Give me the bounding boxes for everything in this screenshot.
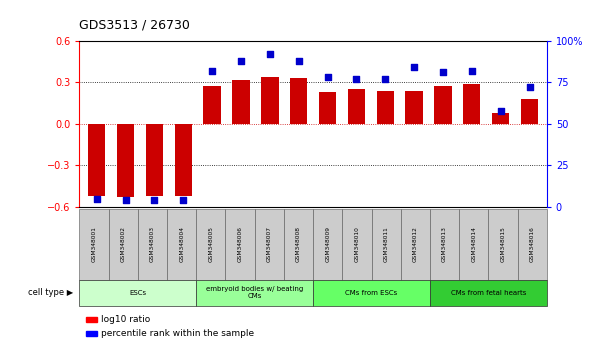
Bar bbox=[117, 124, 134, 198]
Bar bbox=[406, 91, 423, 124]
Point bbox=[467, 68, 477, 74]
Text: ESCs: ESCs bbox=[130, 290, 147, 296]
Text: GSM348006: GSM348006 bbox=[238, 226, 243, 262]
Point bbox=[121, 198, 131, 203]
Bar bbox=[492, 113, 510, 124]
Text: CMs from ESCs: CMs from ESCs bbox=[345, 290, 398, 296]
Bar bbox=[434, 86, 452, 124]
Point bbox=[381, 76, 390, 82]
Text: GSM348015: GSM348015 bbox=[500, 226, 505, 262]
Bar bbox=[146, 124, 163, 196]
Bar bbox=[521, 99, 538, 124]
Point bbox=[438, 69, 448, 75]
Bar bbox=[319, 92, 336, 124]
Text: GSM348001: GSM348001 bbox=[92, 226, 97, 262]
Point bbox=[294, 58, 304, 63]
Text: GSM348012: GSM348012 bbox=[413, 226, 418, 262]
Text: GSM348007: GSM348007 bbox=[267, 226, 272, 262]
Text: GSM348005: GSM348005 bbox=[208, 226, 213, 262]
Text: GSM348004: GSM348004 bbox=[179, 226, 184, 262]
Text: GSM348011: GSM348011 bbox=[384, 227, 389, 262]
Point bbox=[525, 85, 535, 90]
Point bbox=[92, 196, 101, 202]
Text: log10 ratio: log10 ratio bbox=[101, 315, 151, 324]
Text: GSM348010: GSM348010 bbox=[354, 226, 359, 262]
Bar bbox=[376, 91, 394, 124]
Text: GSM348013: GSM348013 bbox=[442, 226, 447, 262]
Text: CMs from fetal hearts: CMs from fetal hearts bbox=[451, 290, 526, 296]
Text: percentile rank within the sample: percentile rank within the sample bbox=[101, 329, 255, 338]
Point bbox=[150, 198, 159, 203]
Text: embryoid bodies w/ beating
CMs: embryoid bodies w/ beating CMs bbox=[206, 286, 303, 299]
Text: GSM348008: GSM348008 bbox=[296, 226, 301, 262]
Bar bbox=[348, 89, 365, 124]
Bar bbox=[290, 78, 307, 124]
Point bbox=[236, 58, 246, 63]
Point bbox=[178, 198, 188, 203]
Bar bbox=[175, 124, 192, 196]
Bar bbox=[232, 80, 250, 124]
Point bbox=[265, 51, 275, 57]
Bar bbox=[203, 86, 221, 124]
Text: GSM348016: GSM348016 bbox=[530, 227, 535, 262]
Point bbox=[323, 74, 332, 80]
Point bbox=[207, 68, 217, 74]
Point bbox=[351, 76, 361, 82]
Text: GDS3513 / 26730: GDS3513 / 26730 bbox=[79, 19, 190, 32]
Text: GSM348014: GSM348014 bbox=[471, 226, 477, 262]
Text: GSM348003: GSM348003 bbox=[150, 226, 155, 262]
Text: GSM348009: GSM348009 bbox=[325, 226, 330, 262]
Text: GSM348002: GSM348002 bbox=[121, 226, 126, 262]
Bar bbox=[463, 84, 480, 124]
Text: cell type ▶: cell type ▶ bbox=[28, 289, 73, 297]
Bar bbox=[88, 124, 106, 196]
Point bbox=[409, 64, 419, 70]
Bar bbox=[262, 77, 279, 124]
Point bbox=[496, 108, 505, 113]
